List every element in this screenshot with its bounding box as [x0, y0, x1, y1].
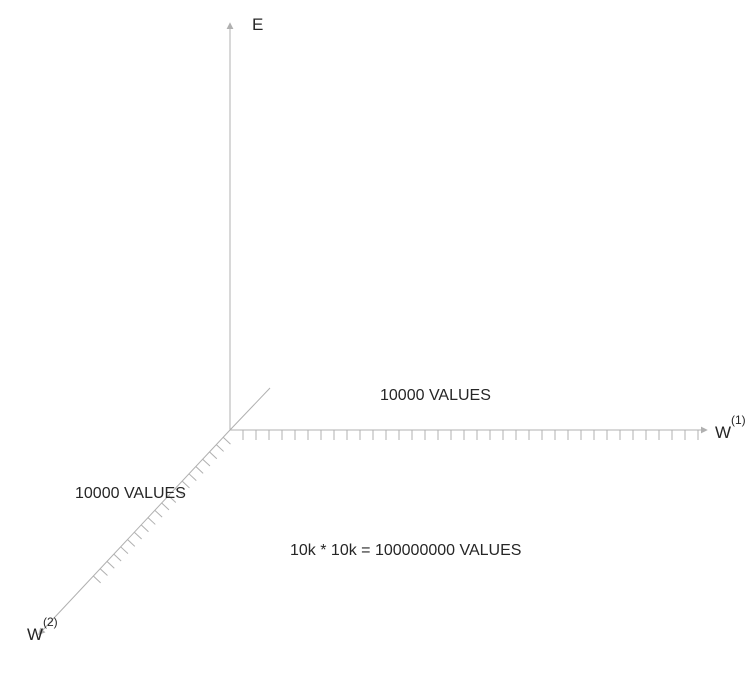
w1-values-label: 10000 VALUES [380, 387, 491, 404]
axes-diagram: E W (1) W (2) 10000 VALUES 10000 VALUES … [0, 0, 750, 691]
axis-w2-back [230, 388, 270, 430]
w2-values-label: 10000 VALUES [75, 485, 186, 502]
axis-w1-label: W [715, 423, 731, 442]
product-values-label: 10k * 10k = 100000000 VALUES [290, 542, 521, 559]
axis-w2-superscript: (2) [43, 615, 58, 629]
axis-w2-label: W [27, 625, 43, 644]
axis-w2 [40, 430, 230, 633]
axis-w1-ticks [243, 430, 698, 440]
axis-e-label: E [252, 15, 263, 34]
axis-w1-superscript: (1) [731, 413, 746, 427]
axis-w2-ticks [93, 437, 230, 583]
